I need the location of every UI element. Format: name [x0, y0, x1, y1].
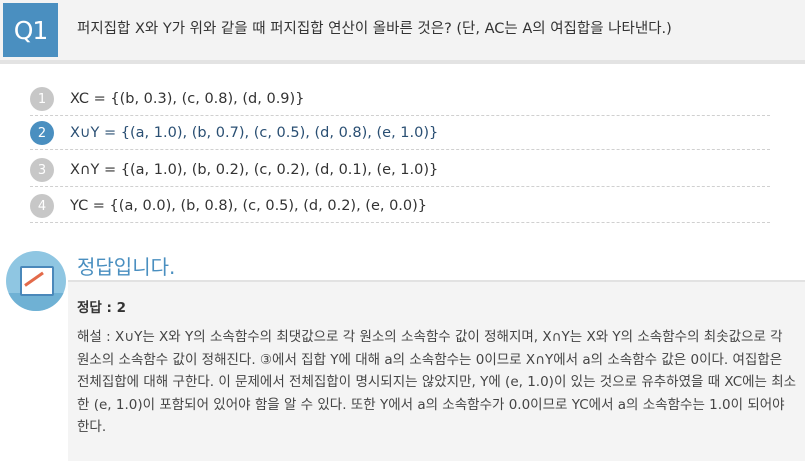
- choice-text: X∩Y = {(a, 1.0), (b, 0.2), (c, 0.2), (d,…: [70, 162, 439, 178]
- choice-text: X∪Y = {(a, 1.0), (b, 0.7), (c, 0.5), (d,…: [70, 125, 439, 141]
- answer-label: 정답 : 2: [77, 300, 127, 316]
- choice-1[interactable]: 1 XC = {(b, 0.3), (c, 0.8), (d, 0.9)}: [30, 84, 770, 116]
- question-number-badge: Q1: [3, 3, 58, 57]
- question-text: 퍼지집합 X와 Y가 위와 같을 때 퍼지집합 연산이 올바른 것은? (단, …: [77, 21, 672, 37]
- answer-sheet-icon: [6, 251, 66, 311]
- choice-number-selected: 2: [30, 121, 54, 145]
- answer-panel: [68, 280, 805, 461]
- choice-2[interactable]: 2 X∪Y = {(a, 1.0), (b, 0.7), (c, 0.5), (…: [30, 118, 770, 150]
- answer-explanation: 해설 : X∪Y는 X와 Y의 소속함수의 최댓값으로 각 원소의 소속함수 값…: [77, 329, 797, 435]
- choice-number: 3: [30, 158, 54, 182]
- choice-3[interactable]: 3 X∩Y = {(a, 1.0), (b, 0.2), (c, 0.2), (…: [30, 155, 770, 187]
- answer-result-title: 정답입니다.: [77, 255, 176, 279]
- choice-text: YC = {(a, 0.0), (b, 0.8), (c, 0.5), (d, …: [70, 198, 428, 214]
- choice-4[interactable]: 4 YC = {(a, 0.0), (b, 0.8), (c, 0.5), (d…: [30, 191, 770, 223]
- choice-text: XC = {(b, 0.3), (c, 0.8), (d, 0.9)}: [70, 91, 305, 107]
- choice-number: 4: [30, 194, 54, 218]
- choice-number: 1: [30, 87, 54, 111]
- question-header: Q1 퍼지집합 X와 Y가 위와 같을 때 퍼지집합 연산이 올바른 것은? (…: [0, 0, 805, 64]
